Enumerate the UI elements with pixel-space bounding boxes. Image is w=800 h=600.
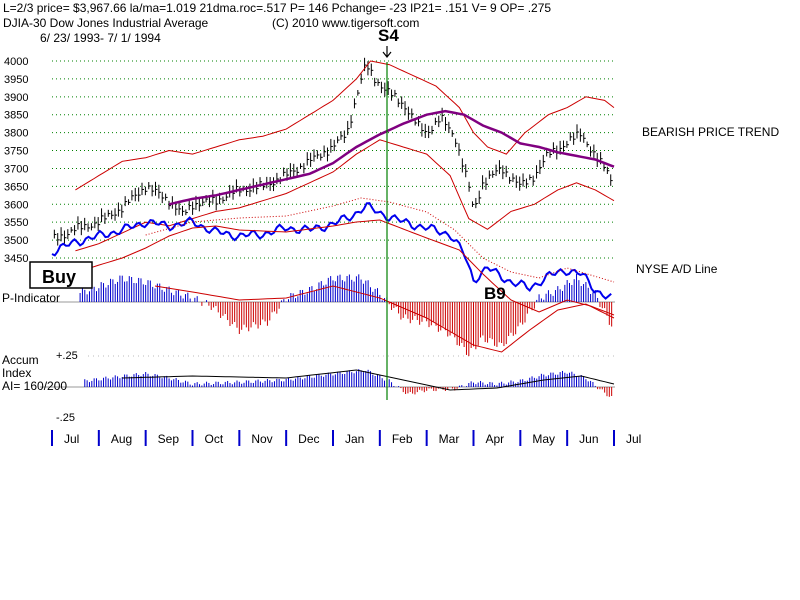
y-tick-label: 3950 (4, 74, 28, 86)
month-label: Jul (64, 432, 79, 446)
month-label: Oct (205, 432, 224, 446)
minus-25-label: -.25 (56, 412, 75, 424)
y-tick-label: 3650 (4, 181, 28, 193)
buy-label: Buy (42, 267, 76, 287)
y-tick-label: 3600 (4, 199, 28, 211)
y-tick-label: 3700 (4, 163, 28, 175)
y-tick-label: 3550 (4, 217, 28, 229)
price-y-axis: 4000 3950 3900 3850 3800 3750 3700 3650 3600 3550… (4, 56, 28, 265)
month-label: Apr (486, 432, 505, 446)
month-label: Jan (345, 432, 364, 446)
p-indicator-histogram (79, 274, 613, 357)
copyright-text: (C) 2010 www.tigersoft.com (272, 16, 419, 30)
y-tick-label: 3900 (4, 92, 28, 104)
p-indicator-label: P-Indicator (2, 291, 60, 305)
month-axis: Jul Aug Sep Oct Nov Dec Jan Feb Mar Apr May Jun Jul (51, 430, 641, 446)
month-label: Nov (251, 432, 272, 446)
buy-box (29, 261, 93, 289)
month-label: Jul (626, 432, 641, 446)
month-label: Dec (298, 432, 319, 446)
y-tick-label: 3450 (4, 253, 28, 265)
b9-signal-label: B9 (484, 284, 506, 303)
nyse-ad-line (51, 202, 612, 300)
moving-average-line (168, 109, 615, 206)
lower-band-line (75, 139, 615, 252)
date-range: 6/ 23/ 1993- 7/ 1/ 1994 (40, 31, 161, 45)
index-name: DJIA-30 Dow Jones Industrial Average (3, 16, 209, 30)
ai-label: AI= 160/200 (2, 379, 67, 393)
y-tick-label: 4000 (4, 56, 28, 68)
month-label: May (532, 432, 555, 446)
y-tick-label: 3850 (4, 110, 28, 122)
accum-label: Accum (2, 353, 39, 367)
bearish-trend-label: BEARISH PRICE TREND (642, 125, 779, 139)
y-tick-label: 3500 (4, 235, 28, 247)
ad-line-band (89, 219, 615, 316)
header-line-1: L=2/3 price= $3,967.66 la/ma=1.019 21dma… (3, 1, 551, 15)
y-tick-label: 3800 (4, 128, 28, 140)
price-gridlines (52, 60, 614, 259)
month-label: Mar (439, 432, 460, 446)
s4-signal-label: S4 (378, 26, 399, 45)
price-bars (53, 57, 613, 246)
accum-index-histogram (84, 369, 613, 397)
month-label: Aug (111, 432, 132, 446)
plus-25-label: +.25 (56, 350, 78, 362)
y-tick-label: 3750 (4, 146, 28, 158)
p-indicator-ma-line (154, 285, 615, 353)
month-label: Sep (158, 432, 180, 446)
s4-arrow (382, 46, 392, 58)
month-label: Jun (579, 432, 598, 446)
ad-line-dotted-band (145, 197, 615, 283)
upper-band-line (75, 60, 615, 191)
month-label: Feb (392, 432, 413, 446)
index-label: Index (2, 366, 31, 380)
accum-ma-line (122, 369, 615, 391)
nyse-ad-label: NYSE A/D Line (636, 262, 718, 276)
